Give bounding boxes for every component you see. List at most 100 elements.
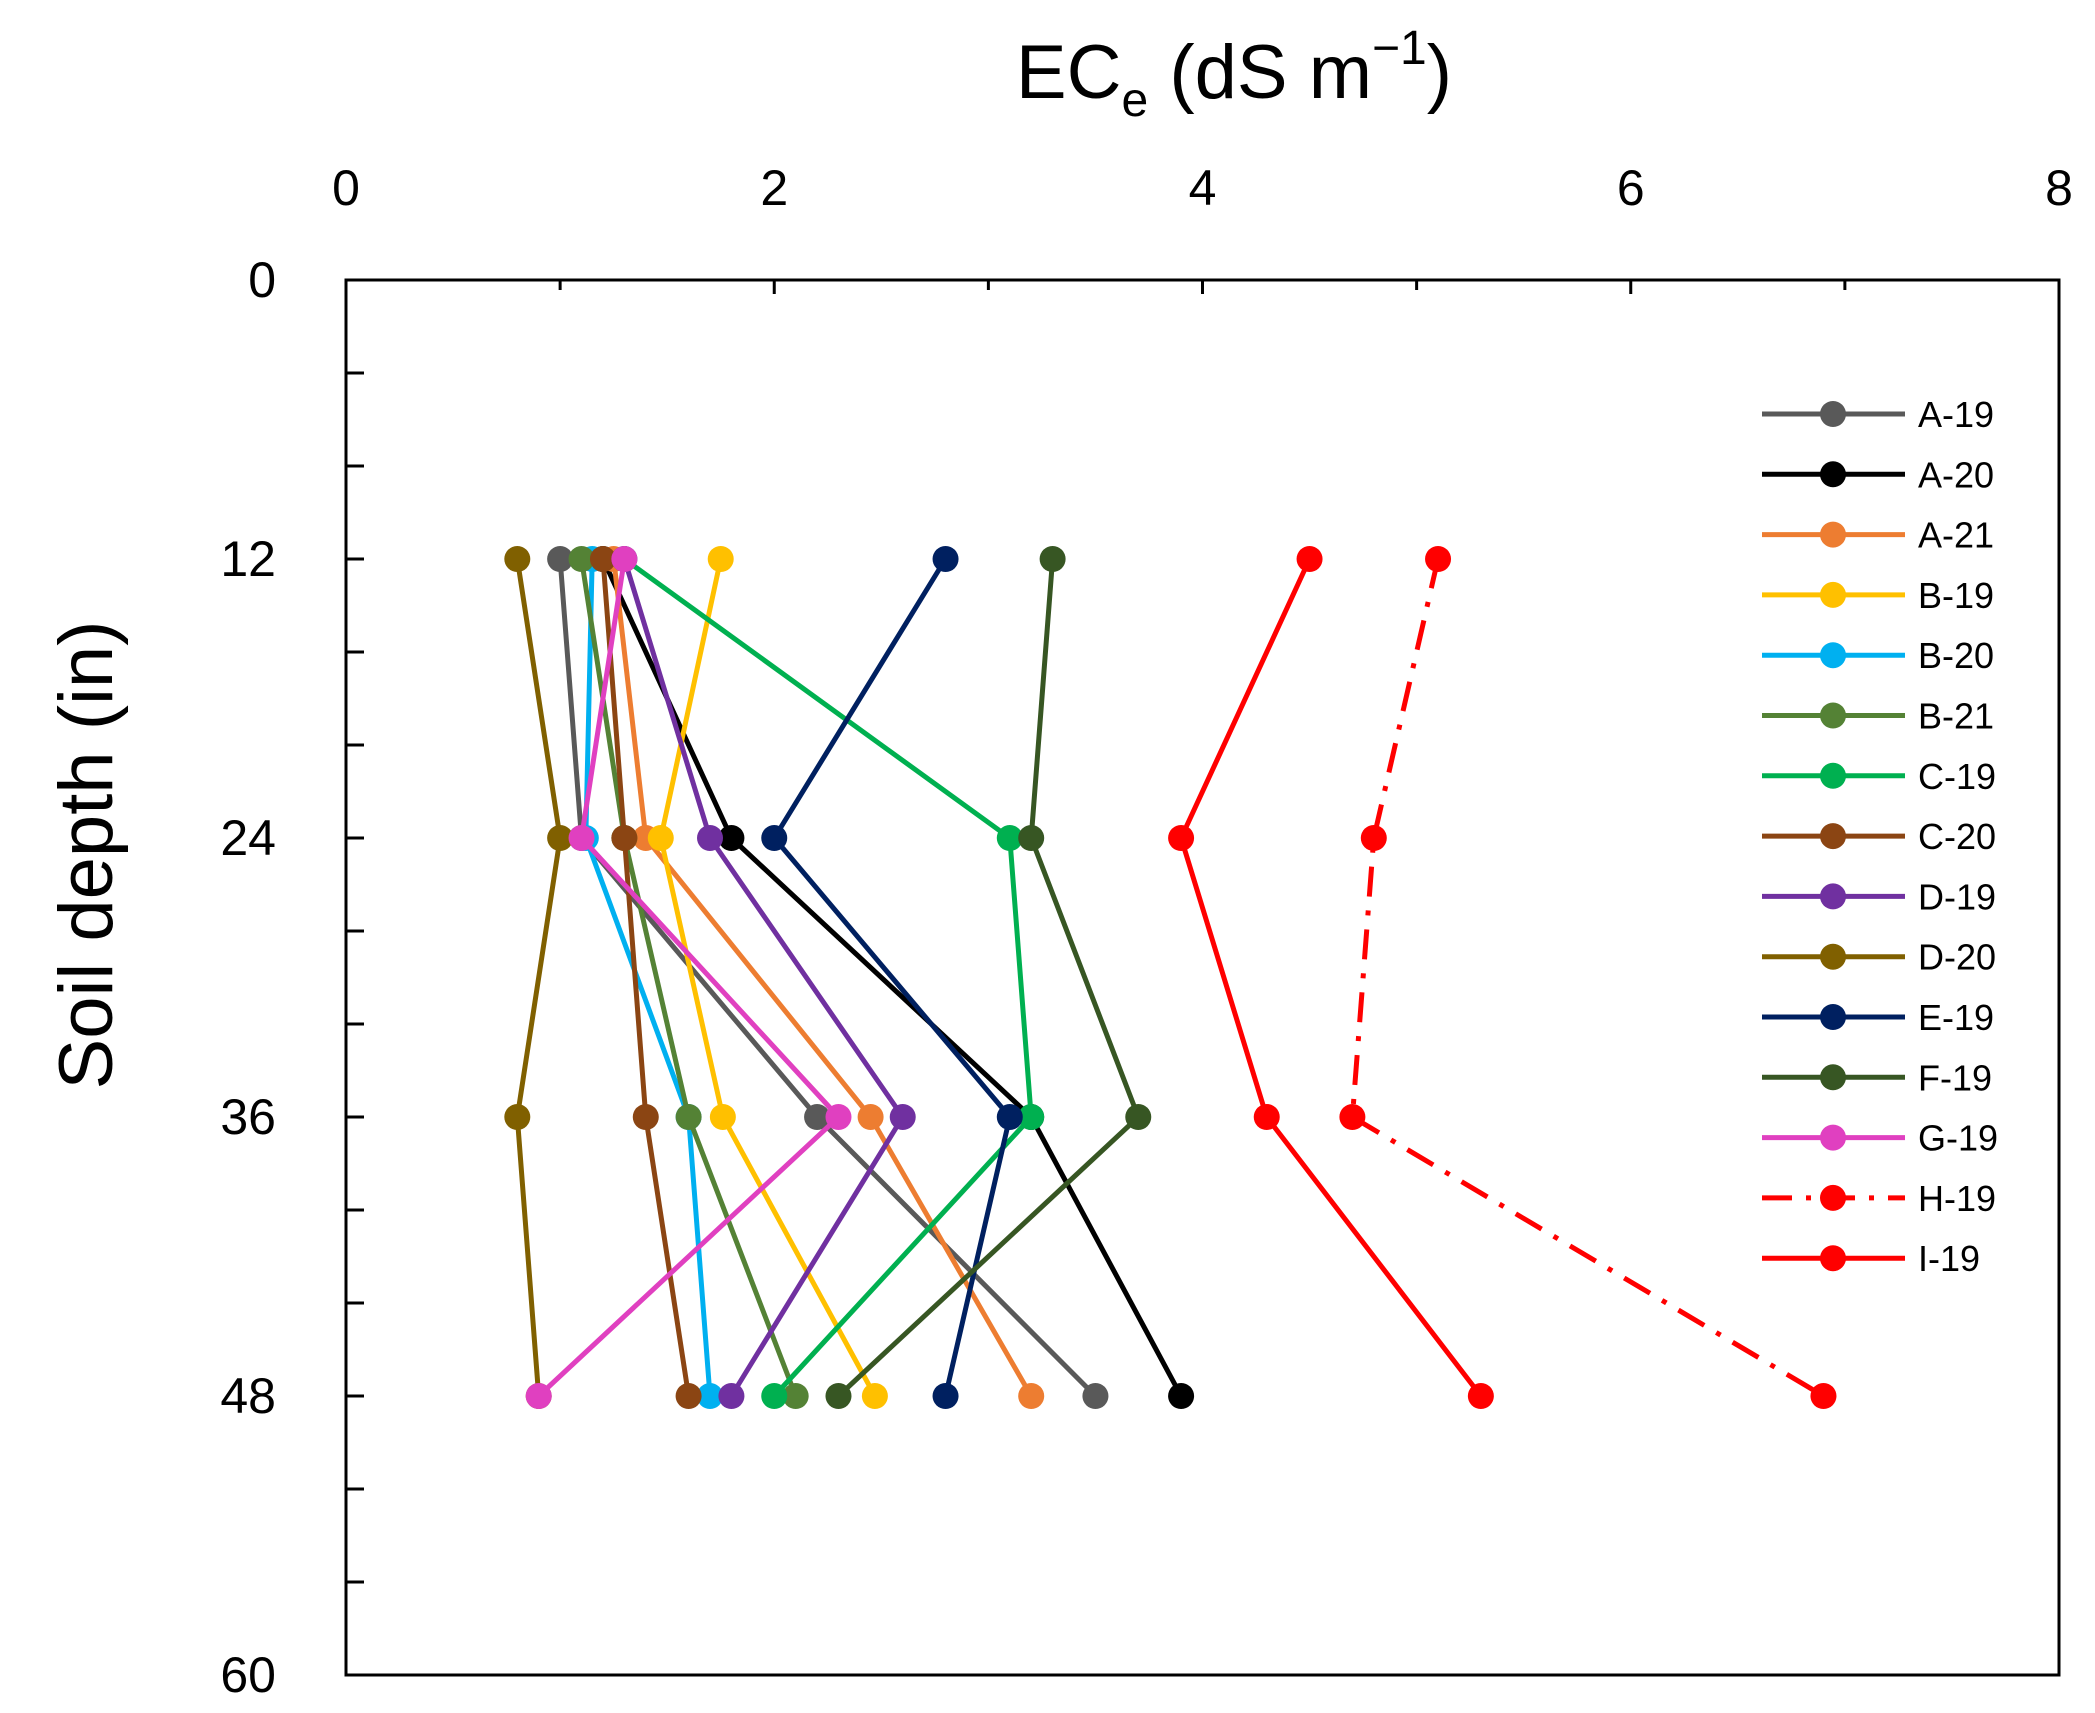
data-point-b-21 [568, 546, 595, 572]
legend-marker-a-20 [1820, 461, 1846, 488]
series-f-19 [825, 546, 1152, 1409]
x-tick-label: 4 [1189, 160, 1217, 216]
data-point-c-20 [632, 1104, 659, 1130]
data-point-f-19 [1018, 825, 1045, 851]
data-point-b-19 [861, 1383, 888, 1409]
data-point-a-20 [1168, 1383, 1195, 1409]
legend-label-d-19: D-19 [1918, 876, 1996, 917]
y-tick-label: 0 [248, 252, 276, 308]
data-point-c-20 [589, 546, 616, 572]
data-point-a-19 [547, 546, 574, 572]
legend-label-b-21: B-21 [1918, 696, 1994, 737]
legend-marker-d-19 [1820, 883, 1846, 910]
series-i-19 [1168, 546, 1494, 1409]
legend: A-19 A-20 A-21 B-19 B-20 B-21 C-19 C-20 D-19 D-20… [1762, 394, 1998, 1279]
data-point-d-20 [504, 546, 531, 572]
data-point-e-19 [932, 1383, 959, 1409]
legend-marker-b-19 [1820, 581, 1846, 608]
legend-label-f-19: F-19 [1918, 1057, 1992, 1098]
legend-marker-g-19 [1820, 1124, 1846, 1151]
legend-marker-a-19 [1820, 401, 1846, 427]
series-line-i-19 [1178, 557, 1483, 1398]
data-point-d-19 [889, 1104, 916, 1130]
x-tick-label: 6 [1617, 160, 1645, 216]
x-axis-title-close: ) [1427, 30, 1452, 115]
data-point-a-19 [804, 1104, 831, 1130]
data-point-f-19 [1039, 546, 1066, 572]
legend-marker-b-20 [1820, 642, 1846, 669]
y-tick-label: 24 [220, 810, 276, 866]
data-point-h-19 [1339, 1104, 1366, 1130]
legend-label-g-19: G-19 [1918, 1118, 1998, 1159]
data-point-c-19 [996, 825, 1023, 851]
legend-label-d-20: D-20 [1918, 937, 1996, 978]
series-a-19 [547, 546, 1109, 1409]
data-point-d-20 [504, 1104, 531, 1130]
legend-label-a-20: A-20 [1918, 454, 1994, 495]
data-point-c-20 [675, 1383, 702, 1409]
legend-label-b-19: B-19 [1918, 575, 1994, 616]
series-line-c-19 [622, 556, 1034, 1398]
legend-label-c-20: C-20 [1918, 816, 1996, 857]
legend-marker-b-21 [1820, 702, 1846, 729]
data-point-f-19 [825, 1383, 852, 1409]
series-line-d-19 [622, 558, 906, 1398]
x-axis-title-main: EC [1016, 30, 1122, 115]
legend-marker-i-19 [1820, 1245, 1846, 1272]
data-point-g-19 [825, 1104, 852, 1130]
plot-area-frame [344, 278, 2061, 1677]
data-point-e-19 [996, 1104, 1023, 1130]
legend-marker-h-19 [1820, 1184, 1846, 1211]
series-line-c-20 [600, 558, 692, 1397]
data-point-b-19 [647, 825, 674, 851]
data-point-b-19 [707, 546, 734, 572]
legend-marker-a-21 [1820, 521, 1846, 548]
data-point-a-20 [718, 825, 745, 851]
data-point-b-21 [675, 1104, 702, 1130]
data-point-d-20 [547, 825, 574, 851]
data-point-b-19 [709, 1104, 736, 1130]
series-line-a-21 [611, 558, 1034, 1398]
series-line-f-19 [836, 558, 1141, 1398]
series-b-19 [647, 546, 888, 1409]
data-point-a-21 [1018, 1383, 1045, 1409]
legend-marker-e-19 [1820, 1004, 1846, 1030]
plot-layer: 0 2 4 6 801224364860A-19A-20A-21B-19B-20B-21… [220, 160, 2073, 1703]
legend-label-h-19: H-19 [1918, 1178, 1996, 1219]
legend-label-a-19: A-19 [1918, 394, 1994, 435]
data-point-g-19 [525, 1383, 552, 1409]
data-point-h-19 [1425, 546, 1452, 572]
data-point-i-19 [1253, 1104, 1280, 1130]
legend-marker-d-20 [1820, 943, 1846, 970]
data-point-c-20 [611, 825, 638, 851]
series-c-20 [589, 546, 702, 1409]
legend-label-c-19: C-19 [1918, 756, 1996, 797]
x-axis-title-unit: (dS m [1148, 30, 1372, 115]
data-point-g-19 [568, 825, 595, 851]
data-point-g-19 [611, 546, 638, 572]
x-tick-label: 0 [332, 160, 360, 216]
data-point-b-21 [782, 1383, 809, 1409]
y-tick-label: 48 [220, 1368, 276, 1424]
legend-label-e-19: E-19 [1918, 997, 1994, 1038]
data-point-c-19 [1018, 1104, 1045, 1130]
series-line-d-20 [514, 558, 563, 1397]
data-point-e-19 [761, 825, 788, 851]
data-point-h-19 [1360, 825, 1387, 851]
data-point-i-19 [1296, 546, 1323, 572]
legend-label-i-19: I-19 [1918, 1238, 1980, 1279]
x-axis-title-subscript: e [1122, 74, 1149, 127]
series-line-a-19 [557, 558, 1098, 1398]
y-tick-label: 12 [220, 531, 276, 587]
data-point-d-19 [697, 825, 724, 851]
series-e-19 [761, 546, 1023, 1409]
x-tick-label: 8 [2045, 160, 2073, 216]
series-g-19 [525, 546, 852, 1409]
data-point-e-19 [932, 546, 959, 572]
data-point-f-19 [1125, 1104, 1152, 1130]
series-line-e-19 [771, 557, 1013, 1397]
series-line-b-19 [658, 558, 878, 1398]
y-tick-label: 60 [220, 1647, 276, 1703]
data-point-a-21 [857, 1104, 884, 1130]
